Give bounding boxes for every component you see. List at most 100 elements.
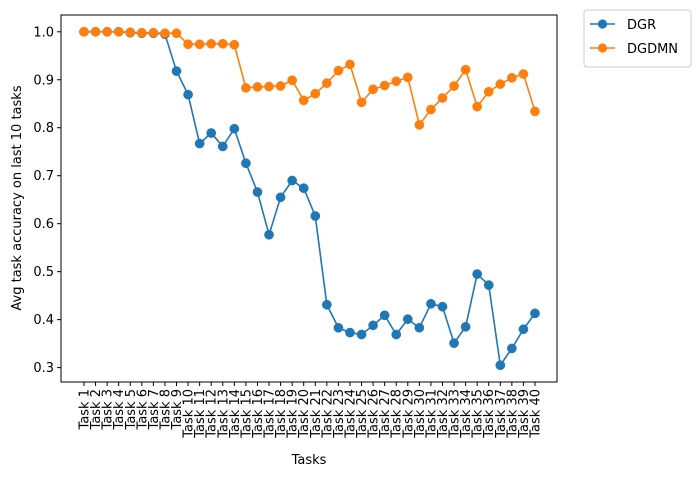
data-point xyxy=(171,28,182,39)
data-point xyxy=(79,26,89,37)
x-tick-label: Task 5 xyxy=(124,389,139,430)
data-point xyxy=(298,183,309,194)
x-tick-label: Task 4 xyxy=(112,389,127,430)
data-point xyxy=(206,38,217,49)
x-tick-label: Task 38 xyxy=(505,389,520,439)
data-point xyxy=(530,106,540,117)
plot-area-frame xyxy=(60,14,558,383)
y-tick-label: 0.8 xyxy=(33,121,54,136)
x-tick-label: Task 11 xyxy=(193,389,208,439)
x-tick-label: Task 23 xyxy=(332,389,347,439)
y-axis: 0.3 0.4 0.5 0.6 0.7 0.8 0.9 1.0 xyxy=(33,25,61,376)
x-tick-label: Task 21 xyxy=(309,389,324,439)
data-point xyxy=(275,192,286,203)
x-tick-label: Task 27 xyxy=(378,389,393,439)
x-tick-label: Task 19 xyxy=(286,389,301,439)
y-tick-label: 0.6 xyxy=(33,217,54,232)
data-point xyxy=(287,75,298,86)
x-tick-label: Task 36 xyxy=(482,389,497,439)
data-point xyxy=(171,66,182,76)
data-point xyxy=(356,97,367,108)
data-point xyxy=(183,39,193,50)
x-tick-label: Task 9 xyxy=(170,389,185,430)
legend-label: DGR xyxy=(627,18,656,33)
y-tick-label: 0.5 xyxy=(33,265,54,280)
y-tick-label: 0.4 xyxy=(33,313,54,328)
data-point xyxy=(391,329,402,340)
data-point xyxy=(264,81,274,92)
data-point xyxy=(252,82,263,92)
data-point xyxy=(402,72,413,83)
data-point xyxy=(310,211,321,221)
x-tick-label: Task 17 xyxy=(263,389,278,439)
data-point xyxy=(241,83,251,93)
data-point xyxy=(437,93,448,103)
legend-label: DGDMN xyxy=(627,42,678,57)
data-point xyxy=(194,138,205,149)
data-point xyxy=(518,69,529,79)
data-point xyxy=(194,39,205,50)
data-point xyxy=(402,314,413,325)
data-point xyxy=(356,329,367,340)
x-tick-label: Task 35 xyxy=(471,389,486,439)
data-point xyxy=(460,64,471,75)
data-point xyxy=(229,123,240,134)
data-point xyxy=(90,26,101,37)
y-tick-label: 0.9 xyxy=(33,73,54,88)
data-point xyxy=(495,79,506,89)
x-tick-label: Task 7 xyxy=(147,389,162,430)
legend: DGR DGDMN xyxy=(583,9,692,68)
data-point xyxy=(333,65,344,76)
data-point xyxy=(472,269,483,279)
x-tick-label: Task 3 xyxy=(101,389,116,430)
data-point xyxy=(483,86,494,97)
data-point xyxy=(379,310,390,321)
data-point xyxy=(449,338,459,348)
data-point xyxy=(460,321,471,332)
x-tick-label: Task 26 xyxy=(367,389,382,439)
x-tick-label: Task 1 xyxy=(78,389,93,430)
data-point xyxy=(136,27,147,38)
data-point xyxy=(252,187,263,197)
data-point xyxy=(483,280,494,290)
data-point xyxy=(125,27,136,38)
x-tick-label: Task 33 xyxy=(448,389,463,439)
data-point xyxy=(507,343,517,354)
data-point xyxy=(414,322,425,333)
x-tick-label: Task 34 xyxy=(459,389,474,439)
data-point xyxy=(345,327,355,338)
y-tick-label: 0.7 xyxy=(33,169,54,184)
x-tick-label: Task 13 xyxy=(216,389,231,439)
data-point xyxy=(217,38,228,49)
x-tick-label: Task 22 xyxy=(320,389,335,439)
data-point xyxy=(287,175,298,186)
data-point xyxy=(472,101,483,112)
x-tick-label: Task 29 xyxy=(401,389,416,439)
data-point xyxy=(426,298,436,309)
x-tick-label: Task 20 xyxy=(297,389,312,439)
data-point xyxy=(229,39,240,50)
x-tick-label: Task 12 xyxy=(205,389,220,439)
x-tick-label: Task 28 xyxy=(390,389,405,439)
x-tick-label: Task 37 xyxy=(494,389,509,439)
data-point xyxy=(113,26,124,37)
x-tick-label: Task 2 xyxy=(89,389,104,430)
x-tick-label: Task 25 xyxy=(355,389,370,439)
y-tick-label: 1.0 xyxy=(33,25,54,40)
data-point xyxy=(345,59,355,70)
series-dgdmn xyxy=(79,26,540,130)
y-axis-label: Avg task accuracy on last 10 tasks xyxy=(10,85,25,310)
x-axis-label: Tasks xyxy=(291,453,327,468)
data-point xyxy=(333,322,344,333)
data-point xyxy=(530,308,540,319)
data-point xyxy=(148,27,159,38)
x-tick-label: Task 18 xyxy=(274,389,289,439)
x-tick-label: Task 10 xyxy=(182,389,197,439)
x-tick-label: Task 16 xyxy=(251,389,266,439)
x-tick-label: Task 14 xyxy=(228,389,243,439)
legend-swatch-marker xyxy=(597,43,608,53)
data-point xyxy=(379,80,390,91)
